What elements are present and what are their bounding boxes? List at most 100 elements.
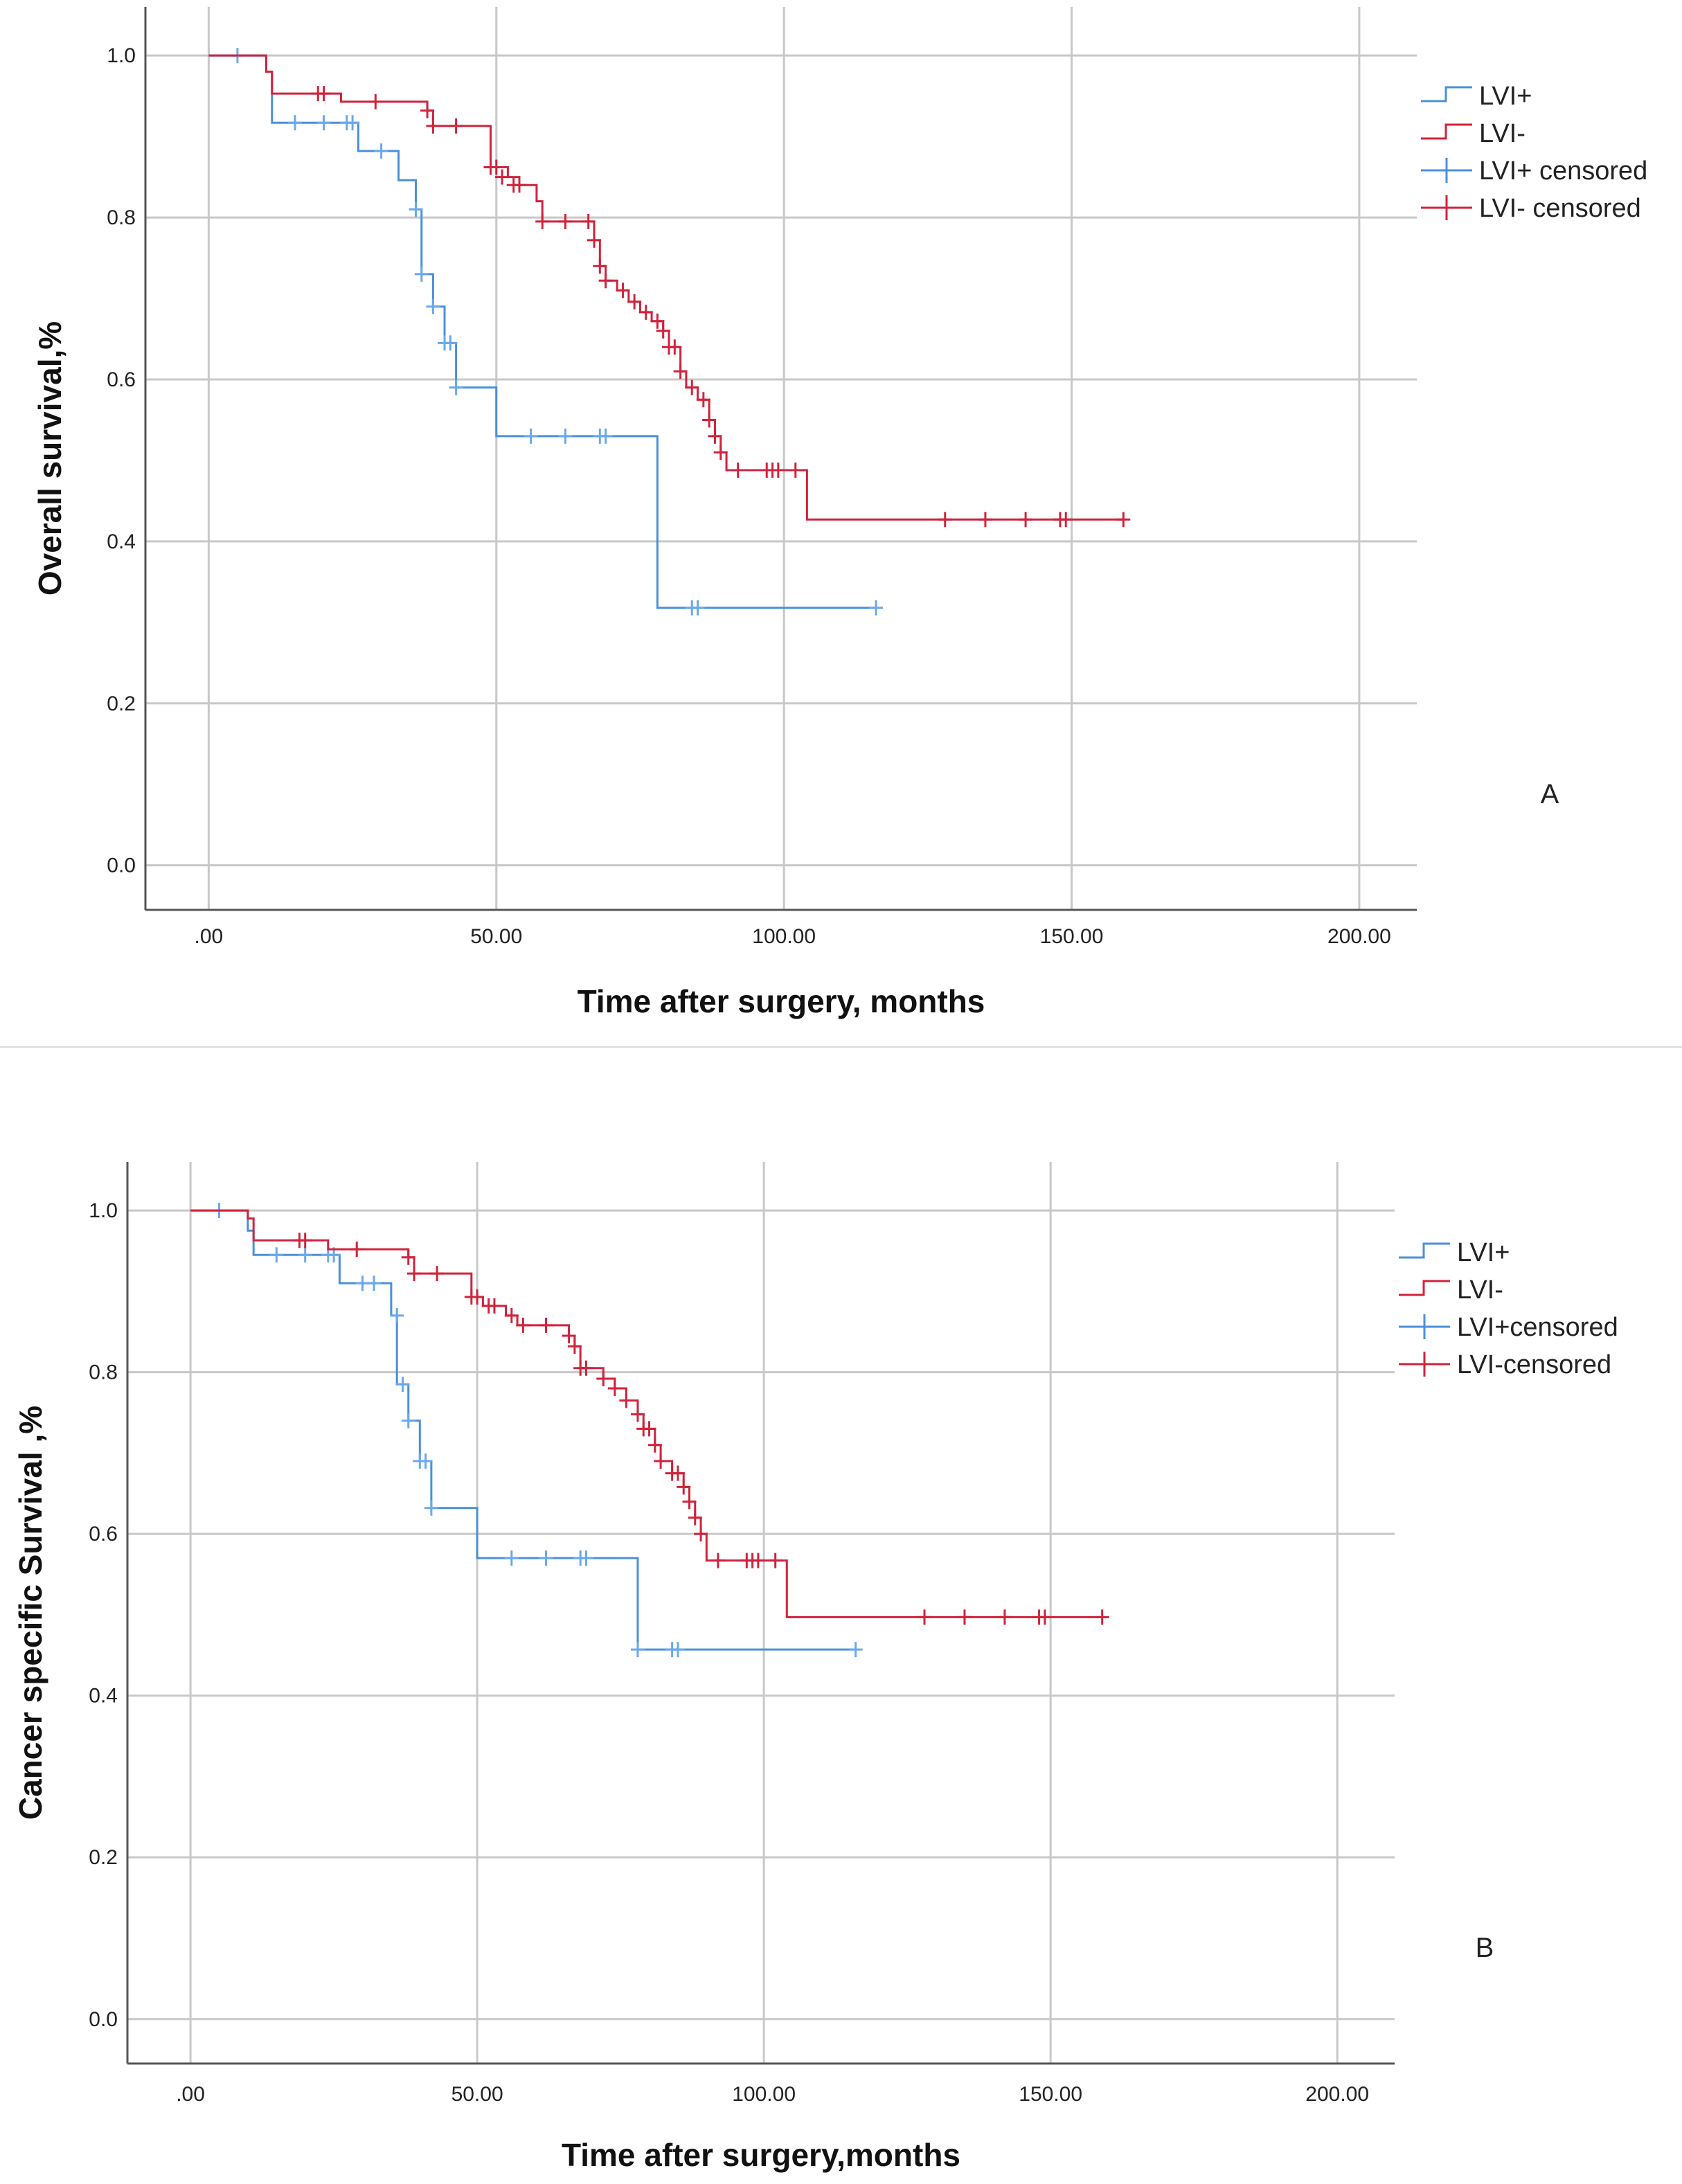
- legend-label: LVI-: [1457, 1276, 1503, 1305]
- censor-mark-lvi-negative: [647, 1437, 662, 1453]
- legend-swatch-step-line: [1421, 123, 1472, 140]
- legend: LVI+ LVI- LVI+ censored LVI- censored: [1421, 82, 1647, 223]
- legend-label: LVI-: [1479, 119, 1526, 148]
- y-tick-label: 0.6: [89, 1523, 118, 1546]
- censor-mark-lvi-negative: [696, 392, 710, 408]
- censor-mark-lvi-negative: [619, 1393, 634, 1408]
- censor-mark-lvi-positive: [401, 1413, 415, 1429]
- censor-mark-lvi-negative: [593, 258, 607, 274]
- censor-mark-lvi-positive: [869, 600, 884, 616]
- legend-label: LVI+ censored: [1479, 156, 1647, 186]
- panel-b-cancer-specific-survival: 0.0 0.2 0.4 0.6 0.8 1.0 .00 50.00 100.00 150.00 20…: [12, 1162, 1618, 2173]
- censor-mark-lvi-negative: [630, 1406, 645, 1422]
- y-tick-label: 1.0: [89, 1199, 118, 1222]
- censor-mark-lvi-negative: [702, 412, 717, 428]
- x-tick-label: .00: [195, 925, 224, 948]
- censor-mark-lvi-negative: [1019, 512, 1033, 528]
- censor-mark-lvi-negative: [670, 1465, 685, 1481]
- censor-mark-lvi-negative: [535, 213, 550, 229]
- censor-mark-lvi-negative: [788, 462, 803, 478]
- series-line-lvi-positive: [208, 54, 877, 609]
- censor-mark-lvi-negative: [688, 1510, 702, 1525]
- censor-mark-lvi-negative: [768, 1552, 782, 1568]
- censor-mark-lvi-negative: [616, 283, 630, 298]
- censor-mark-lvi-negative: [677, 1479, 691, 1495]
- censor-mark-lvi-positive: [424, 1500, 438, 1516]
- censor-mark-lvi-positive: [504, 1550, 519, 1566]
- x-tick-label: 150.00: [1040, 925, 1104, 948]
- censor-mark-lvi-negative: [656, 323, 670, 339]
- y-tick-label: 0.8: [107, 206, 136, 229]
- censor-mark-lvi-negative: [694, 1526, 708, 1542]
- censor-mark-lvi-negative: [731, 462, 745, 478]
- censor-mark-lvi-negative: [997, 1609, 1012, 1625]
- censor-mark-lvi-negative: [957, 1609, 972, 1625]
- x-axis-title: Time after surgery,months: [562, 2137, 960, 2173]
- censor-mark-lvi-negative: [627, 294, 642, 310]
- censor-mark-lvi-positive: [579, 1550, 593, 1566]
- censor-mark-lvi-negative: [596, 1370, 611, 1386]
- legend-label: LVI- censored: [1479, 194, 1641, 223]
- legend-label: LVI-censored: [1457, 1350, 1611, 1379]
- censor-mark-lvi-negative: [708, 428, 722, 444]
- censor-mark-lvi-negative: [650, 313, 665, 329]
- x-tick-label: 50.00: [470, 925, 522, 948]
- censor-mark-lvi-positive: [367, 1276, 382, 1291]
- censor-mark-lvi-positive: [288, 115, 302, 131]
- censor-mark-lvi-negative: [401, 1249, 415, 1265]
- censor-mark-lvi-positive: [390, 1307, 404, 1323]
- y-tick-label: 0.2: [89, 1846, 118, 1869]
- censor-mark-lvi-negative: [682, 1494, 697, 1510]
- censor-mark-lvi-negative: [642, 1421, 656, 1437]
- censor-mark-lvi-positive: [409, 202, 423, 217]
- censor-mark-lvi-negative: [587, 232, 601, 248]
- censor-mark-lvi-positive: [414, 266, 429, 282]
- panel-a-overall-survival: 0.0 0.2 0.4 0.6 0.8 1.0 .00 50.00 100.00 150.00 20…: [32, 7, 1647, 1019]
- censor-mark-lvi-negative: [350, 1242, 364, 1257]
- x-tick-label: 50.00: [451, 2083, 503, 2106]
- censor-mark-lvi-negative: [607, 1380, 622, 1396]
- censor-mark-lvi-positive: [598, 428, 613, 444]
- x-axis-title: Time after surgery, months: [578, 983, 985, 1019]
- censor-mark-lvi-positive: [269, 1247, 284, 1263]
- legend-swatch-step-line: [1421, 86, 1472, 102]
- legend-label: LVI+censored: [1457, 1313, 1618, 1342]
- censor-mark-lvi-negative: [673, 364, 688, 379]
- censor-mark-lvi-negative: [426, 118, 440, 134]
- censor-mark-lvi-negative: [489, 159, 503, 175]
- censor-mark-lvi-negative: [654, 1453, 668, 1469]
- censor-mark-lvi-negative: [1059, 512, 1073, 528]
- y-axis-title: Overall survival,%: [32, 321, 68, 596]
- y-tick-label: 0.4: [89, 1685, 118, 1708]
- censor-mark-lvi-negative: [562, 1328, 576, 1344]
- censor-mark-lvi-positive: [426, 298, 440, 314]
- censor-mark-lvi-negative: [938, 512, 952, 528]
- panel-label: A: [1541, 779, 1559, 809]
- censor-mark-lvi-negative: [449, 118, 463, 134]
- censor-mark-lvi-positive: [374, 143, 388, 159]
- censor-mark-lvi-negative: [298, 1233, 312, 1248]
- y-tick-label: 0.4: [107, 530, 136, 553]
- censor-mark-lvi-positive: [298, 1247, 312, 1263]
- x-tick-label: 200.00: [1327, 925, 1391, 948]
- legend: LVI+ LVI- LVI+censored LVI-censored: [1399, 1238, 1618, 1379]
- y-tick-label: 0.2: [107, 692, 136, 715]
- censor-mark-lvi-negative: [581, 213, 596, 229]
- censor-mark-lvi-negative: [685, 379, 699, 395]
- series-line-lvi-negative: [190, 1209, 1102, 1618]
- censor-mark-lvi-negative: [978, 512, 992, 528]
- censor-mark-lvi-positive: [539, 1550, 553, 1566]
- censor-mark-lvi-positive: [848, 1642, 863, 1658]
- x-tick-label: 150.00: [1019, 2083, 1082, 2106]
- y-tick-label: 0.6: [107, 368, 136, 391]
- censor-mark-lvi-negative: [487, 1298, 501, 1314]
- censor-mark-lvi-positive: [630, 1642, 645, 1658]
- censor-mark-lvi-positive: [316, 115, 331, 131]
- censor-mark-lvi-negative: [430, 1266, 445, 1282]
- censor-mark-lvi-positive: [395, 1377, 410, 1393]
- censor-mark-lvi-positive: [418, 1453, 433, 1469]
- censor-mark-lvi-negative: [713, 445, 728, 460]
- censor-mark-lvi-negative: [516, 1317, 530, 1333]
- x-tick-label: 100.00: [732, 2083, 796, 2106]
